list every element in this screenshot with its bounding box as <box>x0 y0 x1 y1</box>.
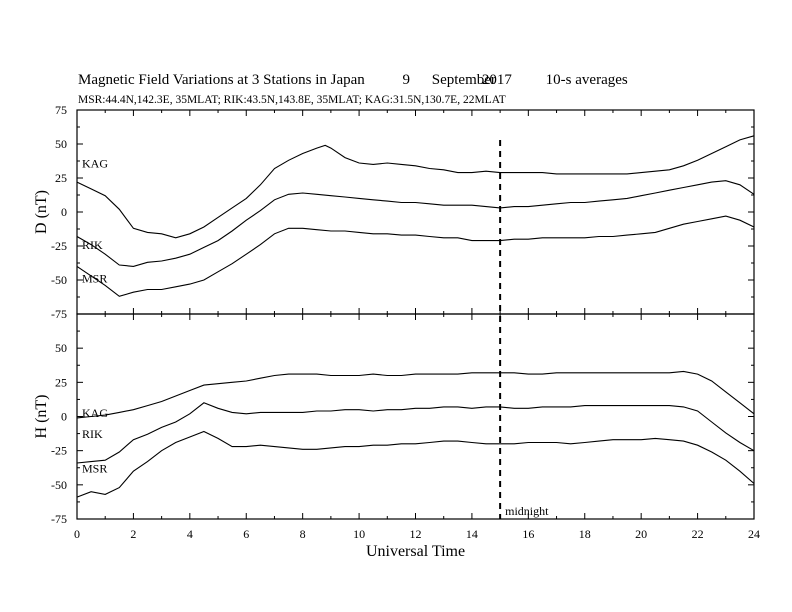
x-tick-label: 18 <box>579 527 591 541</box>
x-tick-label: 0 <box>74 527 80 541</box>
y-tick-label: -25 <box>51 444 67 458</box>
panel-frame-1 <box>76 109 755 315</box>
y-tick-label: 25 <box>55 375 67 389</box>
y-tick-label: -50 <box>51 478 67 492</box>
stations-subtitle: MSR:44.4N,142.3E, 35MLAT; RIK:43.5N,143.… <box>78 94 506 106</box>
y-tick-label: 0 <box>61 205 67 219</box>
panel-frame-2 <box>76 313 755 520</box>
y-tick-label: 50 <box>55 137 67 151</box>
x-tick-label: 8 <box>300 527 306 541</box>
x-tick-label: 12 <box>410 527 422 541</box>
x-tick-label: 24 <box>748 527 760 541</box>
x-tick-label: 16 <box>522 527 534 541</box>
x-tick-label: 20 <box>635 527 647 541</box>
x-tick-label: 2 <box>130 527 136 541</box>
y-tick-label: 0 <box>61 410 67 424</box>
y-tick-label: 75 <box>55 103 67 117</box>
x-tick-label: 4 <box>187 527 193 541</box>
series-label-kag: KAG <box>82 406 108 420</box>
y-tick-label: 50 <box>55 341 67 355</box>
series-label-msr: MSR <box>82 461 107 475</box>
y-tick-label: -75 <box>51 512 67 526</box>
midnight-annotation: midnight <box>505 504 549 518</box>
y-tick-label: 25 <box>55 171 67 185</box>
series-label-rik: RIK <box>82 238 103 252</box>
y-tick-label: -50 <box>51 273 67 287</box>
x-tick-label: 22 <box>692 527 704 541</box>
series-line-kag <box>76 135 755 239</box>
x-tick-label: 14 <box>466 527 478 541</box>
series-line-msr <box>76 430 755 498</box>
title-year: 2017 <box>481 72 512 88</box>
chart-title: Magnetic Field Variations at 3 Stations … <box>78 72 628 89</box>
x-tick-label: 10 <box>353 527 365 541</box>
title-main: Magnetic Field Variations at 3 Stations … <box>78 72 365 88</box>
title-avg: 10-s averages <box>545 72 628 88</box>
series-line-rik <box>76 402 755 464</box>
title-month: September <box>431 72 496 88</box>
series-line-msr <box>76 215 755 297</box>
y-tick-label: -25 <box>51 239 67 253</box>
series-label-rik: RIK <box>82 427 103 441</box>
y-axis-label: D (nT) <box>33 190 50 234</box>
x-axis-label: Universal Time <box>366 543 465 560</box>
x-tick-label: 6 <box>243 527 249 541</box>
y-axis-label: H (nT) <box>33 395 50 439</box>
y-tick-label: -75 <box>51 307 67 321</box>
series-label-msr: MSR <box>82 271 107 285</box>
series-line-rik <box>76 180 755 267</box>
title-day: 9 <box>402 72 411 88</box>
series-line-kag <box>76 370 755 419</box>
series-label-kag: KAG <box>82 157 108 171</box>
